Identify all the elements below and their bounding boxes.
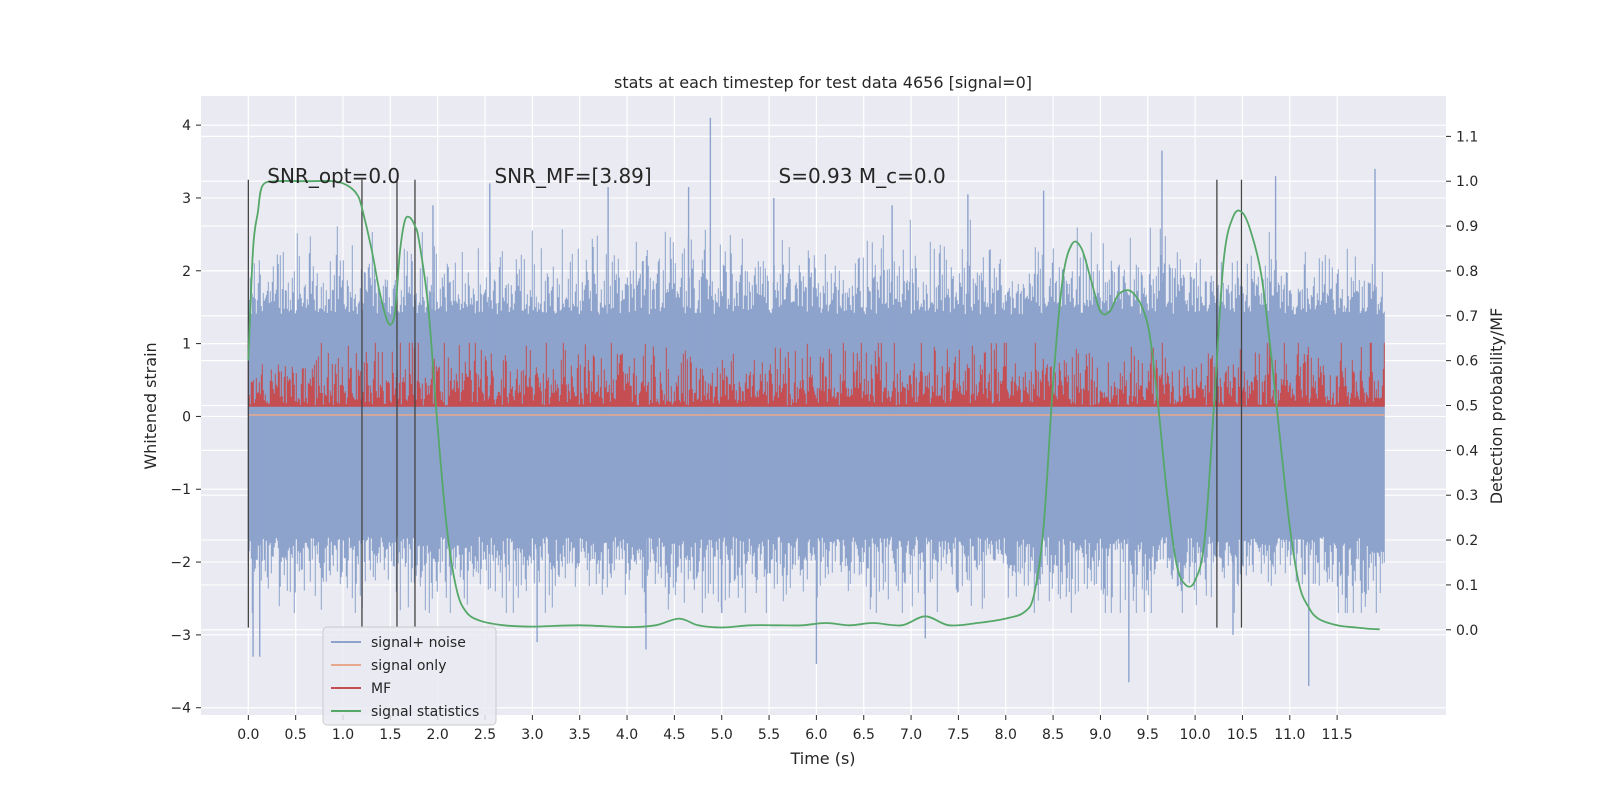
- legend-entry: signal only: [371, 658, 446, 674]
- y-tick-label-left: 3: [182, 191, 191, 207]
- x-tick-label: 4.0: [616, 727, 638, 743]
- y-tick-label-right: 1.0: [1456, 174, 1478, 190]
- y-tick-label-left: −3: [170, 628, 191, 644]
- x-tick-label: 11.0: [1274, 727, 1305, 743]
- series-signal-statistics: [247, 179, 1380, 631]
- x-tick-label: 4.5: [663, 727, 685, 743]
- x-tick-label: 7.5: [947, 727, 969, 743]
- x-tick-label: 7.0: [900, 727, 922, 743]
- x-tick-label: 9.0: [1089, 727, 1111, 743]
- legend: signal+ noise signal only MF signal statist…: [322, 626, 497, 726]
- legend-entry: MF: [371, 681, 391, 697]
- x-tick-label: 2.5: [474, 727, 496, 743]
- x-tick-label: 8.5: [1042, 727, 1064, 743]
- signal-statistics-line: [247, 179, 1380, 631]
- y-tick-label-right: 0.1: [1456, 578, 1478, 594]
- annotations: SNR_opt=0.0 SNR_MF=[3.89] S=0.93 M_c=0.0: [267, 164, 945, 188]
- y-tick-label-right: 0.9: [1456, 219, 1478, 235]
- y-tick-label-right: 0.4: [1456, 443, 1478, 459]
- y-tick-label-right: 0.8: [1456, 264, 1478, 280]
- y-tick-label-left: 0: [182, 409, 191, 425]
- y-tick-label-right: 0.2: [1456, 533, 1478, 549]
- y-tick-label-left: −2: [170, 555, 191, 571]
- x-tick-label: 1.5: [379, 727, 401, 743]
- x-tick-label: 6.0: [805, 727, 827, 743]
- legend-box: [322, 626, 497, 726]
- x-tick-label: 10.0: [1180, 727, 1211, 743]
- x-axis-label: Time (s): [789, 749, 855, 768]
- x-tick-label: 3.5: [569, 727, 591, 743]
- annotation-snr_mf: SNR_MF=[3.89]: [494, 164, 651, 188]
- x-tick-label: 11.5: [1322, 727, 1353, 743]
- legend-entry: signal statistics: [371, 704, 479, 720]
- axes: 0.0 0.5 1.0 1.5 2.0 2.5 3.0 3.5 4.0 4.5 5.0 5.5 6.0 6…: [170, 118, 1478, 743]
- x-tick-label: 1.0: [332, 727, 354, 743]
- x-tick-label: 9.5: [1137, 727, 1159, 743]
- annotation-snr_opt: SNR_opt=0.0: [267, 164, 400, 188]
- x-tick-label: 0.5: [285, 727, 307, 743]
- x-tick-label: 5.0: [711, 727, 733, 743]
- y-tick-label-right: 1.1: [1456, 129, 1478, 145]
- y-tick-label-right: 0.0: [1456, 623, 1478, 639]
- x-tick-label: 3.0: [521, 727, 543, 743]
- y-tick-label-left: −1: [170, 482, 191, 498]
- x-tick-label: 10.5: [1227, 727, 1258, 743]
- chart-title: stats at each timestep for test data 465…: [614, 73, 1032, 92]
- y-axis-label-left: Whitened strain: [141, 342, 160, 469]
- y-tick-label-right: 0.6: [1456, 354, 1478, 370]
- x-tick-label: 8.0: [995, 727, 1017, 743]
- y-axis-label-right: Detection probability/MF: [1487, 308, 1506, 505]
- x-tick-label: 5.5: [758, 727, 780, 743]
- y-tick-label-right: 0.5: [1456, 399, 1478, 415]
- x-tick-label: 6.5: [853, 727, 875, 743]
- y-tick-label-left: 4: [182, 118, 191, 134]
- y-tick-label-left: 2: [182, 264, 191, 280]
- y-tick-label-right: 0.7: [1456, 309, 1478, 325]
- x-tick-label: 0.0: [237, 727, 259, 743]
- vertical-markers: [247, 179, 1243, 628]
- legend-entry: signal+ noise: [371, 635, 466, 651]
- x-tick-label: 2.0: [427, 727, 449, 743]
- y-tick-label-right: 0.3: [1456, 488, 1478, 504]
- annotation-s_mc: S=0.93 M_c=0.0: [779, 164, 946, 188]
- y-tick-label-left: −4: [170, 701, 191, 717]
- y-tick-label-left: 1: [182, 337, 191, 353]
